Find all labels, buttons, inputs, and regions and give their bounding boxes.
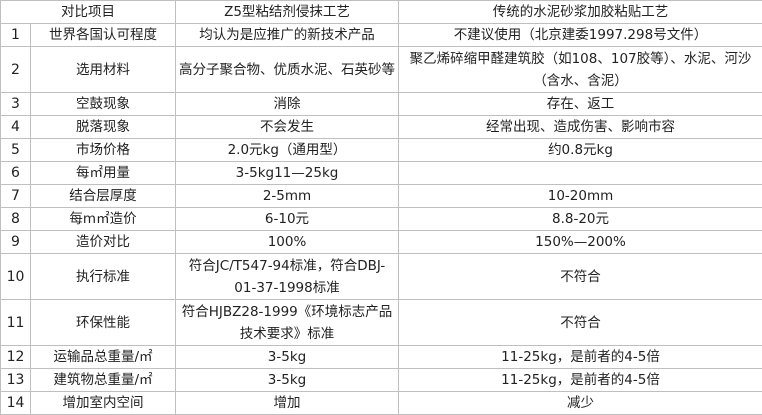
row-z5: 均认为是应推广的新技术产品	[175, 23, 399, 47]
table-row: 2 选用材料 高分子聚合物、优质水泥、石英砂等 聚乙烯碎缩甲醛建筑胶（如108、107…	[0, 46, 762, 93]
row-z5: 100%	[175, 230, 399, 254]
row-number: 6	[0, 161, 31, 185]
row-item: 每m㎡造价	[30, 207, 176, 231]
row-traditional: 不建议使用（北京建委1997.298号文件）	[398, 23, 762, 47]
row-traditional: 150%—200%	[398, 230, 762, 254]
table-row: 1 世界各国认可程度 均认为是应推广的新技术产品 不建议使用（北京建委1997.298…	[0, 23, 762, 47]
table-row: 7 结合层厚度 2-5mm 10-20mm	[0, 184, 762, 208]
row-z5: 2.0元kg（通用型）	[175, 138, 399, 162]
row-z5: 符合JC/T547-94标准，符合DBJ-01-37-1998标准	[175, 253, 399, 300]
row-item: 造价对比	[30, 230, 176, 254]
row-item: 结合层厚度	[30, 184, 176, 208]
table-row: 6 每㎡用量 3-5kg11—25kg	[0, 161, 762, 185]
row-z5: 增加	[175, 391, 399, 415]
row-traditional: 11-25kg，是前者的4-5倍	[398, 345, 762, 369]
header-item: 对比项目	[0, 0, 176, 24]
row-item: 选用材料	[30, 46, 176, 93]
row-traditional	[398, 161, 762, 185]
row-number: 10	[0, 253, 31, 300]
row-z5: 3-5kg	[175, 368, 399, 392]
row-z5: 2-5mm	[175, 184, 399, 208]
row-item: 执行标准	[30, 253, 176, 300]
row-number: 8	[0, 207, 31, 231]
row-z5: 不会发生	[175, 115, 399, 139]
table-row: 3 空鼓现象 消除 存在、返工	[0, 92, 762, 116]
row-item: 市场价格	[30, 138, 176, 162]
table-row: 10 执行标准 符合JC/T547-94标准，符合DBJ-01-37-1998标准不…	[0, 253, 762, 300]
row-number: 3	[0, 92, 31, 116]
row-item: 脱落现象	[30, 115, 176, 139]
row-item: 建筑物总重量/㎡	[30, 368, 176, 392]
header-z5: Z5型粘结剂侵抹工艺	[175, 0, 399, 24]
row-traditional: 8.8-20元	[398, 207, 762, 231]
header-row: 对比项目 Z5型粘结剂侵抹工艺 传统的水泥砂浆加胶粘贴工艺	[0, 0, 762, 24]
row-z5: 3-5kg11—25kg	[175, 161, 399, 185]
row-traditional: 存在、返工	[398, 92, 762, 116]
table-row: 12 运输品总重量/㎡ 3-5kg 11-25kg，是前者的4-5倍	[0, 345, 762, 369]
row-number: 14	[0, 391, 31, 415]
table-row: 4 脱落现象 不会发生 经常出现、造成伤害、影响市容	[0, 115, 762, 139]
row-z5: 消除	[175, 92, 399, 116]
row-z5: 3-5kg	[175, 345, 399, 369]
header-traditional: 传统的水泥砂浆加胶粘贴工艺	[398, 0, 762, 24]
row-item: 环保性能	[30, 299, 176, 346]
row-number: 9	[0, 230, 31, 254]
row-item: 每㎡用量	[30, 161, 176, 185]
row-number: 13	[0, 368, 31, 392]
row-z5: 高分子聚合物、优质水泥、石英砂等	[175, 46, 399, 93]
row-number: 1	[0, 23, 31, 47]
row-traditional: 11-25kg，是前者的4-5倍	[398, 368, 762, 392]
row-traditional: 约0.8元kg	[398, 138, 762, 162]
table-row: 13 建筑物总重量/㎡ 3-5kg 11-25kg，是前者的4-5倍	[0, 368, 762, 392]
row-z5: 符合HJBZ28-1999《环境标志产品技术要求》标准	[175, 299, 399, 346]
row-traditional: 聚乙烯碎缩甲醛建筑胶（如108、107胶等）、水泥、河沙（含水、含泥）	[398, 46, 762, 93]
row-number: 12	[0, 345, 31, 369]
row-number: 4	[0, 115, 31, 139]
row-number: 11	[0, 299, 31, 346]
row-number: 2	[0, 46, 31, 93]
row-item: 世界各国认可程度	[30, 23, 176, 47]
row-item: 运输品总重量/㎡	[30, 345, 176, 369]
row-traditional: 10-20mm	[398, 184, 762, 208]
row-traditional: 减少	[398, 391, 762, 415]
row-traditional: 不符合	[398, 253, 762, 300]
row-item: 增加室内空间	[30, 391, 176, 415]
row-traditional: 经常出现、造成伤害、影响市容	[398, 115, 762, 139]
table-row: 11 环保性能 符合HJBZ28-1999《环境标志产品技术要求》标准 不符合	[0, 299, 762, 346]
table-row: 14 增加室内空间 增加 减少	[0, 391, 762, 415]
row-z5: 6-10元	[175, 207, 399, 231]
row-number: 7	[0, 184, 31, 208]
row-number: 5	[0, 138, 31, 162]
table-row: 8 每m㎡造价 6-10元 8.8-20元	[0, 207, 762, 231]
table-row: 9 造价对比 100% 150%—200%	[0, 230, 762, 254]
table-row: 5 市场价格 2.0元kg（通用型） 约0.8元kg	[0, 138, 762, 162]
row-traditional: 不符合	[398, 299, 762, 346]
row-item: 空鼓现象	[30, 92, 176, 116]
